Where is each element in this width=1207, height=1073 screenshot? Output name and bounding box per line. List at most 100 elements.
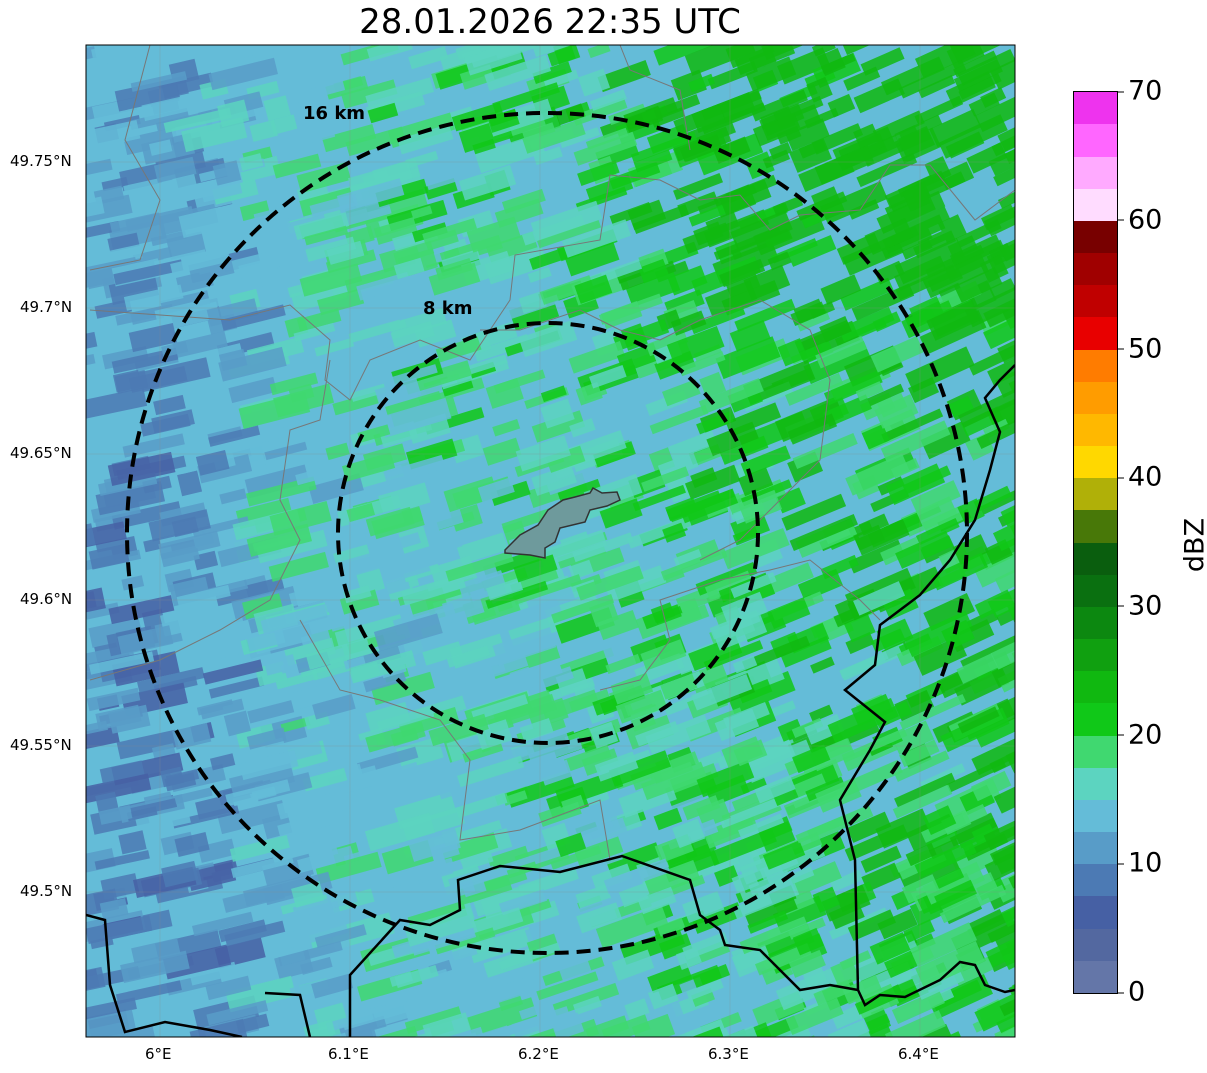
reflectivity-cell: [895, 530, 953, 569]
reflectivity-cell: [350, 383, 387, 402]
reflectivity-cell: [341, 638, 371, 661]
reflectivity-cell: [552, 982, 620, 1016]
reflectivity-cell: [131, 938, 181, 964]
reflectivity-cell: [573, 681, 596, 696]
reflectivity-cell: [425, 165, 481, 191]
reflectivity-cell: [356, 271, 412, 301]
reflectivity-cell: [909, 296, 941, 318]
reflectivity-cell: [594, 751, 639, 782]
reflectivity-cell: [228, 376, 277, 404]
colorbar-band: [1074, 220, 1117, 254]
reflectivity-cell: [272, 422, 307, 440]
reflectivity-cell: [627, 516, 692, 549]
reflectivity-cell: [86, 353, 96, 369]
reflectivity-cell: [670, 310, 707, 336]
reflectivity-cell: [193, 550, 219, 571]
reflectivity-cell: [277, 811, 335, 839]
reflectivity-cell: [632, 484, 686, 512]
reflectivity-cell: [684, 45, 756, 76]
reflectivity-cell: [993, 857, 1015, 903]
reflectivity-cell: [805, 776, 846, 802]
reflectivity-cell: [91, 45, 121, 58]
reflectivity-cell: [647, 751, 699, 781]
reflectivity-cell: [534, 601, 562, 621]
reflectivity-cell: [573, 131, 638, 166]
reflectivity-cell: [855, 381, 884, 402]
reflectivity-cell: [371, 671, 435, 706]
reflectivity-cell: [574, 274, 613, 304]
reflectivity-cell: [348, 318, 407, 343]
colorbar-band: [1074, 671, 1117, 704]
reflectivity-cell: [985, 938, 1015, 968]
reflectivity-cell: [511, 1006, 572, 1037]
reflectivity-cell: [396, 761, 422, 786]
reflectivity-cell: [557, 478, 602, 503]
reflectivity-cell: [518, 320, 578, 358]
reflectivity-cell: [263, 654, 297, 676]
gridlines: [86, 45, 1015, 1037]
lat-tick: 49.6°N: [20, 590, 73, 608]
reflectivity-cell: [486, 577, 524, 601]
reflectivity-cell: [141, 92, 203, 122]
reflectivity-cell: [915, 517, 960, 546]
reflectivity-cell: [899, 693, 966, 730]
lat-tick: 49.55°N: [10, 736, 72, 754]
reflectivity-cell: [1005, 743, 1015, 774]
reflectivity-cell: [737, 467, 774, 497]
colorbar-tick: 10: [1116, 847, 1163, 879]
reflectivity-cell: [86, 331, 98, 352]
reflectivity-cell: [823, 394, 872, 427]
reflectivity-cell: [561, 219, 632, 258]
reflectivity-cell: [223, 710, 251, 737]
reflectivity-cell: [86, 523, 96, 550]
reflectivity-cell: [1019, 361, 1041, 378]
reflectivity-cell: [200, 178, 243, 203]
reflectivity-cell: [253, 206, 291, 235]
reflectivity-cell: [997, 177, 1015, 209]
reflectivity-cell: [802, 966, 827, 988]
reflectivity-cell: [88, 651, 155, 675]
reflectivity-cell: [678, 351, 726, 377]
reflectivity-cell: [389, 857, 455, 888]
reflectivity-cell: [94, 850, 150, 870]
reflectivity-cell: [1020, 636, 1064, 664]
colorbar-label: dBZ: [1179, 517, 1207, 573]
reflectivity-cell: [941, 619, 975, 650]
reflectivity-cell: [123, 284, 184, 311]
reflectivity-cell: [1014, 383, 1015, 410]
reflectivity-cell: [170, 250, 231, 275]
reflectivity-cell: [111, 501, 182, 530]
reflectivity-cell: [373, 217, 419, 245]
reflectivity-cell: [585, 174, 634, 204]
reflectivity-cell: [820, 53, 856, 75]
reflectivity-cell: [682, 891, 725, 924]
reflectivity-cell: [121, 575, 145, 591]
reflectivity-cell: [327, 765, 380, 797]
map-title: 28.01.2026 22:35 UTC: [359, 2, 741, 42]
reflectivity-cell: [88, 617, 143, 648]
reflectivity-cell: [560, 647, 615, 674]
reflectivity-cell: [229, 763, 295, 798]
reflectivity-cell: [434, 927, 496, 955]
reflectivity-cell: [810, 656, 835, 674]
reflectivity-cell: [784, 1035, 821, 1037]
reflectivity-cell: [843, 66, 881, 91]
reflectivity-cell: [827, 1019, 872, 1037]
reflectivity-cell: [901, 183, 931, 212]
reflectivity-cell: [641, 466, 690, 492]
reflectivity-cell: [785, 372, 844, 406]
reflectivity-cell: [497, 1026, 544, 1037]
reflectivity-cell: [748, 870, 792, 896]
reflectivity-cell: [209, 753, 236, 771]
reflectivity-cell: [845, 631, 875, 655]
lon-tick: 6.4°E: [898, 1045, 939, 1063]
reflectivity-cell: [905, 346, 975, 393]
reflectivity-cell: [589, 365, 627, 389]
reflectivity-cell: [748, 741, 796, 772]
reflectivity-cell: [611, 949, 655, 981]
reflectivity-cell: [365, 1025, 421, 1037]
reflectivity-cell: [922, 861, 985, 905]
reflectivity-cell: [876, 618, 914, 651]
reflectivity-cell: [815, 335, 867, 369]
reflectivity-cell: [86, 587, 106, 614]
